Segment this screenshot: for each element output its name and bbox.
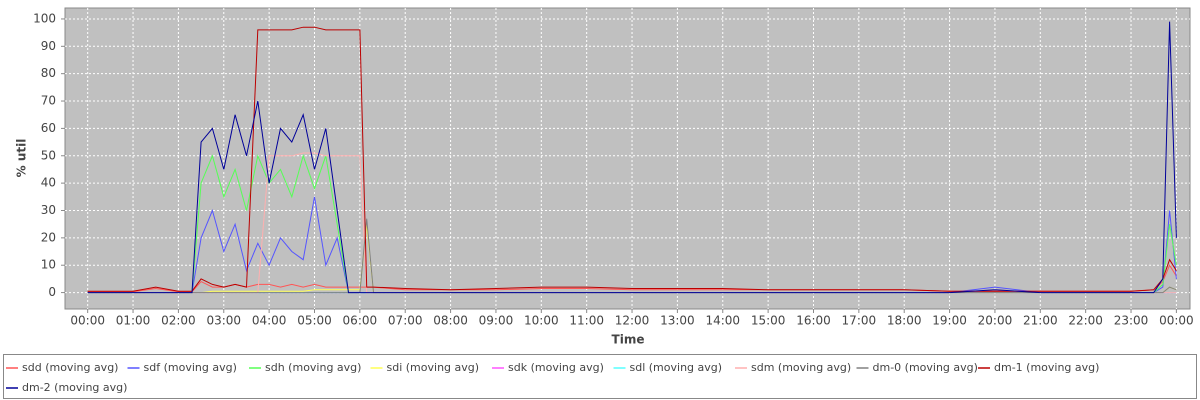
x-tick-label: 20:00	[978, 314, 1013, 328]
x-tick-label: 17:00	[842, 314, 877, 328]
legend-label: sdk (moving avg)	[508, 361, 604, 374]
x-tick-label: 19:00	[932, 314, 967, 328]
y-tick-label: 100	[33, 11, 56, 25]
x-tick-label: 16:00	[796, 314, 831, 328]
y-tick-label: 80	[41, 66, 56, 80]
legend-label: dm-1 (moving avg)	[994, 361, 1099, 374]
plot-area	[64, 7, 1191, 310]
x-tick-label: 14:00	[705, 314, 740, 328]
legend-label: sdf (moving avg)	[144, 361, 237, 374]
y-tick-label: 60	[41, 121, 56, 135]
legend-label: sdd (moving avg)	[22, 361, 118, 374]
x-tick-label: 01:00	[116, 314, 151, 328]
y-tick-label: 70	[41, 94, 56, 108]
x-tick-label: 12:00	[615, 314, 650, 328]
y-tick-label: 40	[41, 176, 56, 190]
x-tick-label: 05:00	[297, 314, 332, 328]
x-tick-label: 02:00	[161, 314, 196, 328]
x-tick-label: 00:00	[70, 314, 105, 328]
x-tick-label: 06:00	[343, 314, 378, 328]
legend-label: sdl (moving avg)	[630, 361, 723, 374]
x-tick-label: 08:00	[433, 314, 468, 328]
x-tick-label: 07:00	[388, 314, 423, 328]
y-tick-label: 90	[41, 39, 56, 53]
y-tick-label: 0	[48, 285, 56, 299]
legend-label: sdh (moving avg)	[265, 361, 361, 374]
x-tick-label: 11:00	[569, 314, 604, 328]
x-tick-label: 23:00	[1114, 314, 1149, 328]
x-tick-label: 15:00	[751, 314, 786, 328]
x-axis-label: Time	[612, 333, 645, 347]
x-tick-label: 13:00	[660, 314, 695, 328]
legend	[3, 354, 1197, 399]
x-tick-label: 10:00	[524, 314, 559, 328]
y-tick-label: 50	[41, 148, 56, 162]
legend-label: dm-2 (moving avg)	[22, 381, 127, 394]
x-tick-label: 18:00	[887, 314, 922, 328]
y-tick-label: 30	[41, 203, 56, 217]
x-tick-label: 22:00	[1068, 314, 1103, 328]
series-line	[87, 26, 1177, 292]
x-tick-label: 04:00	[252, 314, 287, 328]
y-tick-label: 20	[41, 230, 56, 244]
legend-label: sdi (moving avg)	[387, 361, 480, 374]
y-tick-label: 10	[41, 258, 56, 272]
series-line	[87, 21, 1177, 294]
x-tick-label: 09:00	[479, 314, 514, 328]
x-tick-label: 03:00	[206, 314, 241, 328]
y-axis-label: % util	[15, 139, 29, 178]
legend-label: dm-0 (moving avg)	[873, 361, 978, 374]
x-tick-label: 00:00	[1159, 314, 1194, 328]
legend-label: sdm (moving avg)	[751, 361, 851, 374]
x-tick-label: 21:00	[1023, 314, 1058, 328]
